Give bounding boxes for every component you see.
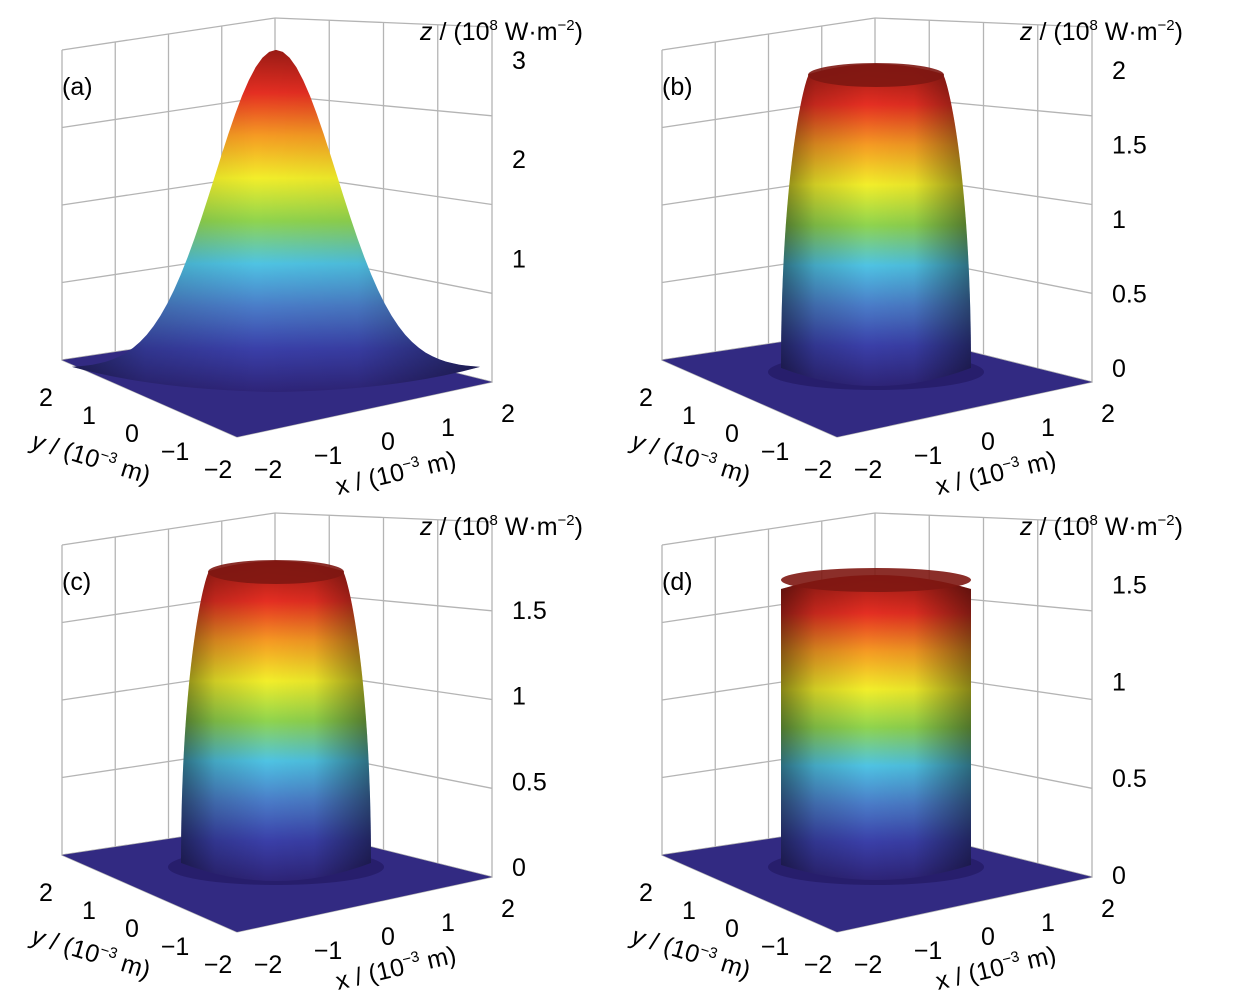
panel-d: 0 0.5 1 1.5 z / (108 W·m−2) (d) −2 −1 0 1 2 2 1 0 −1 −2… [626,512,1183,996]
z-tick-label: 1 [1112,668,1126,696]
z-tick-label: 1.5 [1112,572,1147,600]
y-tick-label: 1 [82,402,96,430]
surface-top [781,568,971,592]
y-tick-label: 1 [682,897,696,925]
x-tick-label: −1 [314,442,343,470]
z-tick-label: 0 [1112,355,1126,383]
x-tick-label: −2 [854,456,883,484]
x-tick-label: 2 [1101,895,1115,923]
x-tick-label: 0 [981,923,995,951]
surface-shading [781,64,971,386]
z-axis-label: z / (108 W·m−2) [1019,512,1183,541]
y-tick-label: −2 [204,951,233,979]
surface-shading [181,561,371,881]
panel-label: (d) [662,568,693,596]
y-tick-label: 2 [39,384,53,412]
z-tick-label: 1 [1112,206,1126,234]
y-tick-label: 2 [639,384,653,412]
y-tick-label: 0 [725,420,739,448]
z-axis-label: z / (108 W·m−2) [419,512,583,541]
y-tick-label: −1 [761,438,790,466]
z-tick-label: 2 [1112,57,1126,85]
x-tick-label: 0 [381,923,395,951]
surface-top [208,560,344,584]
z-tick-label: 3 [512,47,526,75]
x-tick-label: 2 [501,400,515,428]
y-tick-label: −1 [761,933,790,961]
z-tick-label: 0.5 [1112,281,1147,309]
y-tick-label: −1 [161,933,190,961]
surface-shading [781,575,971,880]
z-axis-label: z / (108 W·m−2) [419,17,583,46]
x-axis-label: x / (10−3 m) [933,445,1059,501]
y-tick-label: 0 [125,420,139,448]
x-tick-label: 0 [981,428,995,456]
x-tick-label: −2 [254,456,283,484]
x-tick-label: −1 [314,937,343,965]
z-tick-label: 0.5 [512,768,547,796]
y-tick-label: 1 [682,402,696,430]
z-tick-label: 1 [512,683,526,711]
z-tick-label: 0.5 [1112,765,1147,793]
x-tick-label: 1 [1041,909,1055,937]
x-tick-label: −2 [254,951,283,979]
panel-c: 0 0.5 1 1.5 z / (108 W·m−2) (c) −2 −1 0 1 2 2 1 0 −1 −2… [26,512,583,996]
x-tick-label: 1 [441,909,455,937]
z-tick-label: 2 [512,146,526,174]
z-tick-label: 1.5 [512,597,547,625]
panel-a: 1 2 3z / (108 W·m−2) (a) −2 −1 0 1 2 2 1 0 −1 −2 x / (… [26,17,583,501]
x-tick-label: −1 [914,937,943,965]
x-tick-label: 2 [1101,400,1115,428]
x-axis-label: x / (10−3 m) [333,445,459,501]
y-tick-label: −2 [804,951,833,979]
z-axis-label: z / (108 W·m−2) [1019,17,1183,46]
y-tick-label: −2 [204,456,233,484]
z-tick-label: 1 [512,246,526,274]
z-tick-label: 0 [512,854,526,882]
panel-label: (c) [62,568,91,596]
surface-top [808,63,944,87]
z-tick-label: 0 [1112,862,1126,890]
x-tick-label: −1 [914,442,943,470]
y-tick-label: 0 [125,915,139,943]
y-tick-label: 1 [82,897,96,925]
y-tick-label: 2 [39,879,53,907]
y-tick-label: −2 [804,456,833,484]
surface-shading [72,49,480,393]
x-tick-label: 1 [441,414,455,442]
x-tick-label: −2 [854,951,883,979]
x-tick-label: 0 [381,428,395,456]
panel-label: (b) [662,73,693,101]
y-tick-label: −1 [161,438,190,466]
y-tick-label: 0 [725,915,739,943]
x-tick-label: 1 [1041,414,1055,442]
x-axis-label: x / (10−3 m) [333,940,459,996]
x-axis-label: x / (10−3 m) [933,940,1059,996]
panel-b: 00.511.52z / (108 W·m−2)(b)−2 −1 0 1 2210−1−… [626,17,1183,501]
x-tick-label: 2 [501,895,515,923]
y-tick-label: 2 [639,879,653,907]
panel-label: (a) [62,73,93,101]
z-tick-label: 1.5 [1112,132,1147,160]
